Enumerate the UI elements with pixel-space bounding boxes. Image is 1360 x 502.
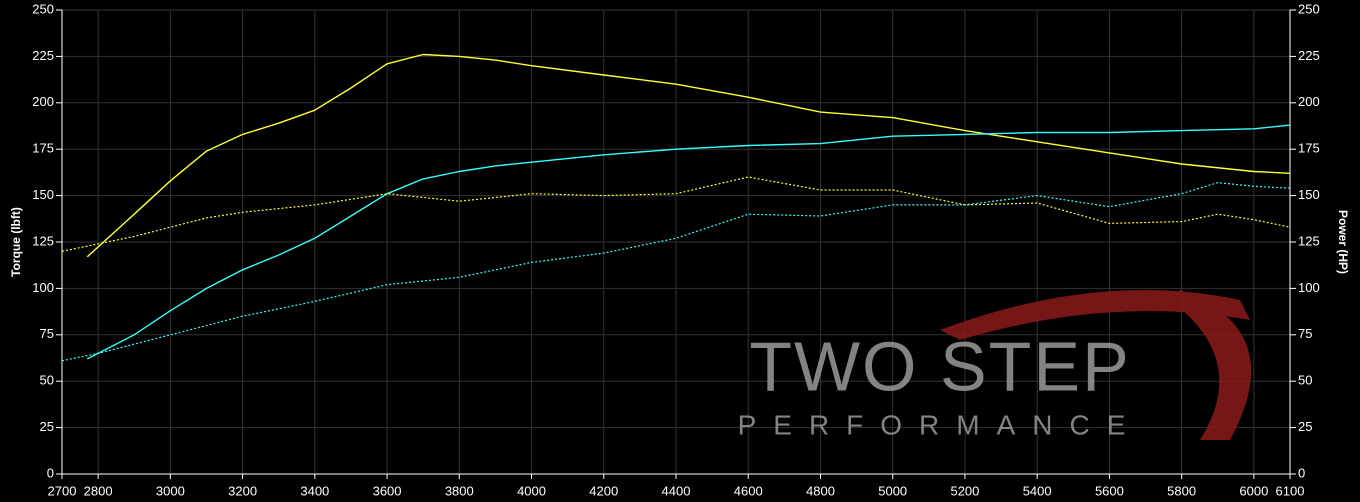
x-tick-label: 3600 [373,483,402,498]
series-line [86,124,1291,360]
y-tick-label: 75 [40,326,54,341]
y2-tick-label: 25 [1298,419,1312,434]
y2-tick-label: 125 [1298,233,1320,248]
y-tick-label: 125 [32,233,54,248]
x-tick-label: 4000 [517,483,546,498]
x-tick-label: 4800 [806,483,835,498]
y2-tick-label: 150 [1298,187,1320,202]
y-tick-label: 50 [40,373,54,388]
series-line [61,182,1291,362]
y2-tick-label: 100 [1298,280,1320,295]
y2-tick-label: 0 [1298,465,1305,480]
y2-tick-label: 200 [1298,94,1320,109]
x-tick-label: 5000 [878,483,907,498]
y-tick-label: 25 [40,419,54,434]
y-tick-label: 200 [32,94,54,109]
x-tick-label: 5600 [1095,483,1124,498]
y-tick-label: 0 [47,465,54,480]
y2-tick-label: 175 [1298,141,1320,156]
x-tick-label: 3800 [445,483,474,498]
x-tick-label: 3000 [156,483,185,498]
y-tick-label: 225 [32,48,54,63]
x-tick-label: 2700 [48,483,77,498]
y2-axis-label: Power (HP) [1336,210,1350,274]
x-tick-label: 3200 [228,483,257,498]
y2-tick-label: 225 [1298,48,1320,63]
series-line [61,176,1291,252]
x-tick-label: 4200 [589,483,618,498]
x-tick-label: 5200 [950,483,979,498]
logo-title: TWO STEP [749,327,1131,405]
x-tick-label: 4600 [734,483,763,498]
y-tick-label: 100 [32,280,54,295]
y2-tick-label: 50 [1298,373,1312,388]
x-tick-label: 5800 [1167,483,1196,498]
y2-tick-label: 250 [1298,1,1320,16]
watermark: TWO STEP PERFORMANCE [738,290,1252,440]
x-tick-label: 3400 [300,483,329,498]
series-line [86,53,1291,258]
x-tick-label: 6100 [1276,483,1305,498]
logo-subtitle: PERFORMANCE [738,409,1143,440]
x-tick-label: 5400 [1023,483,1052,498]
y-tick-label: 175 [32,141,54,156]
y-axis-label: Torque (lbft) [9,207,23,277]
y-tick-label: 250 [32,1,54,16]
y2-tick-label: 75 [1298,326,1312,341]
logo-arc [1170,290,1252,440]
logo-swoosh [940,290,1250,340]
x-tick-label: 2800 [84,483,113,498]
y-tick-label: 150 [32,187,54,202]
x-tick-label: 4400 [662,483,691,498]
x-tick-label: 6000 [1239,483,1268,498]
